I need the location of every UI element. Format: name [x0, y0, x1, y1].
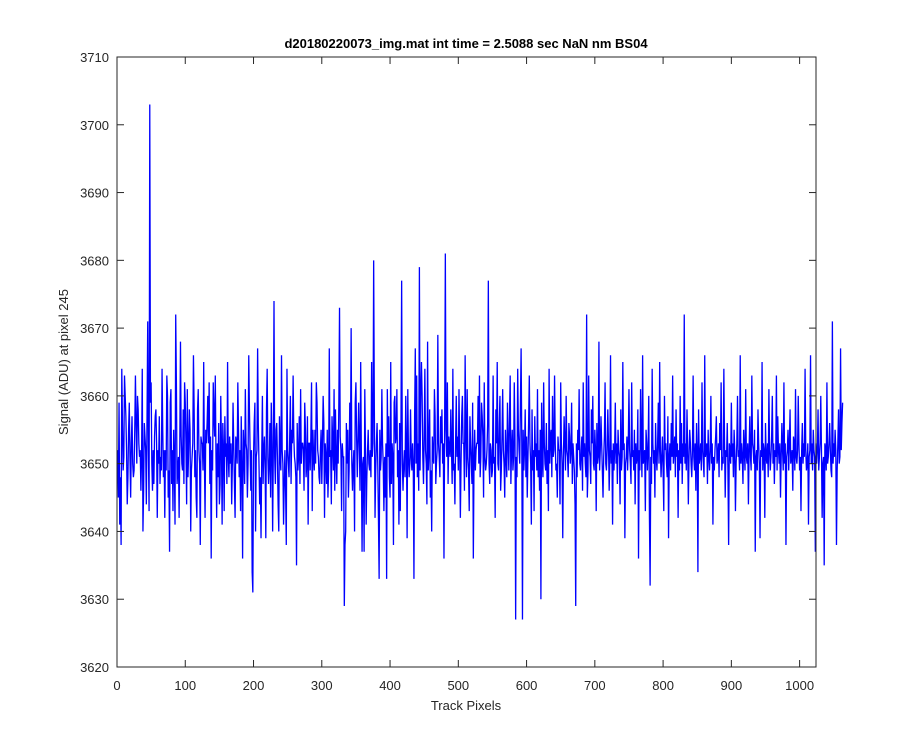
series-layer [117, 104, 844, 620]
x-tick-label-100: 100 [174, 678, 196, 693]
y-axis: 3620 3630 3640 3650 3660 3670 3680 3690 3700 3710 [80, 50, 816, 675]
y-axis-label: Signal (ADU) at pixel 245 [56, 289, 71, 435]
y-tick-label-3660: 3660 [80, 389, 109, 404]
x-axis: 0 100 200 300 400 500 600 700 800 900 1000 [113, 57, 814, 693]
x-tick-label-900: 900 [721, 678, 743, 693]
series-line-0 [117, 104, 844, 620]
y-tick-label-3670: 3670 [80, 321, 109, 336]
y-tick-label-3680: 3680 [80, 253, 109, 268]
y-tick-label-3650: 3650 [80, 457, 109, 472]
plot-area [117, 57, 816, 667]
x-tick-label-500: 500 [447, 678, 469, 693]
chart-title: d20180220073_img.mat int time = 2.5088 s… [284, 36, 648, 51]
y-tick-label-3710: 3710 [80, 50, 109, 65]
y-tick-label-3620: 3620 [80, 660, 109, 675]
x-tick-label-300: 300 [311, 678, 333, 693]
y-tick-label-3700: 3700 [80, 118, 109, 133]
x-tick-label-1000: 1000 [785, 678, 814, 693]
x-tick-label-400: 400 [379, 678, 401, 693]
y-tick-label-3690: 3690 [80, 186, 109, 201]
x-axis-label: Track Pixels [431, 698, 502, 713]
x-tick-label-700: 700 [584, 678, 606, 693]
y-tick-label-3630: 3630 [80, 592, 109, 607]
x-tick-label-600: 600 [516, 678, 538, 693]
x-tick-label-0: 0 [113, 678, 120, 693]
x-tick-label-200: 200 [243, 678, 265, 693]
y-tick-label-3640: 3640 [80, 524, 109, 539]
axes-box [116, 56, 817, 668]
x-tick-label-800: 800 [652, 678, 674, 693]
